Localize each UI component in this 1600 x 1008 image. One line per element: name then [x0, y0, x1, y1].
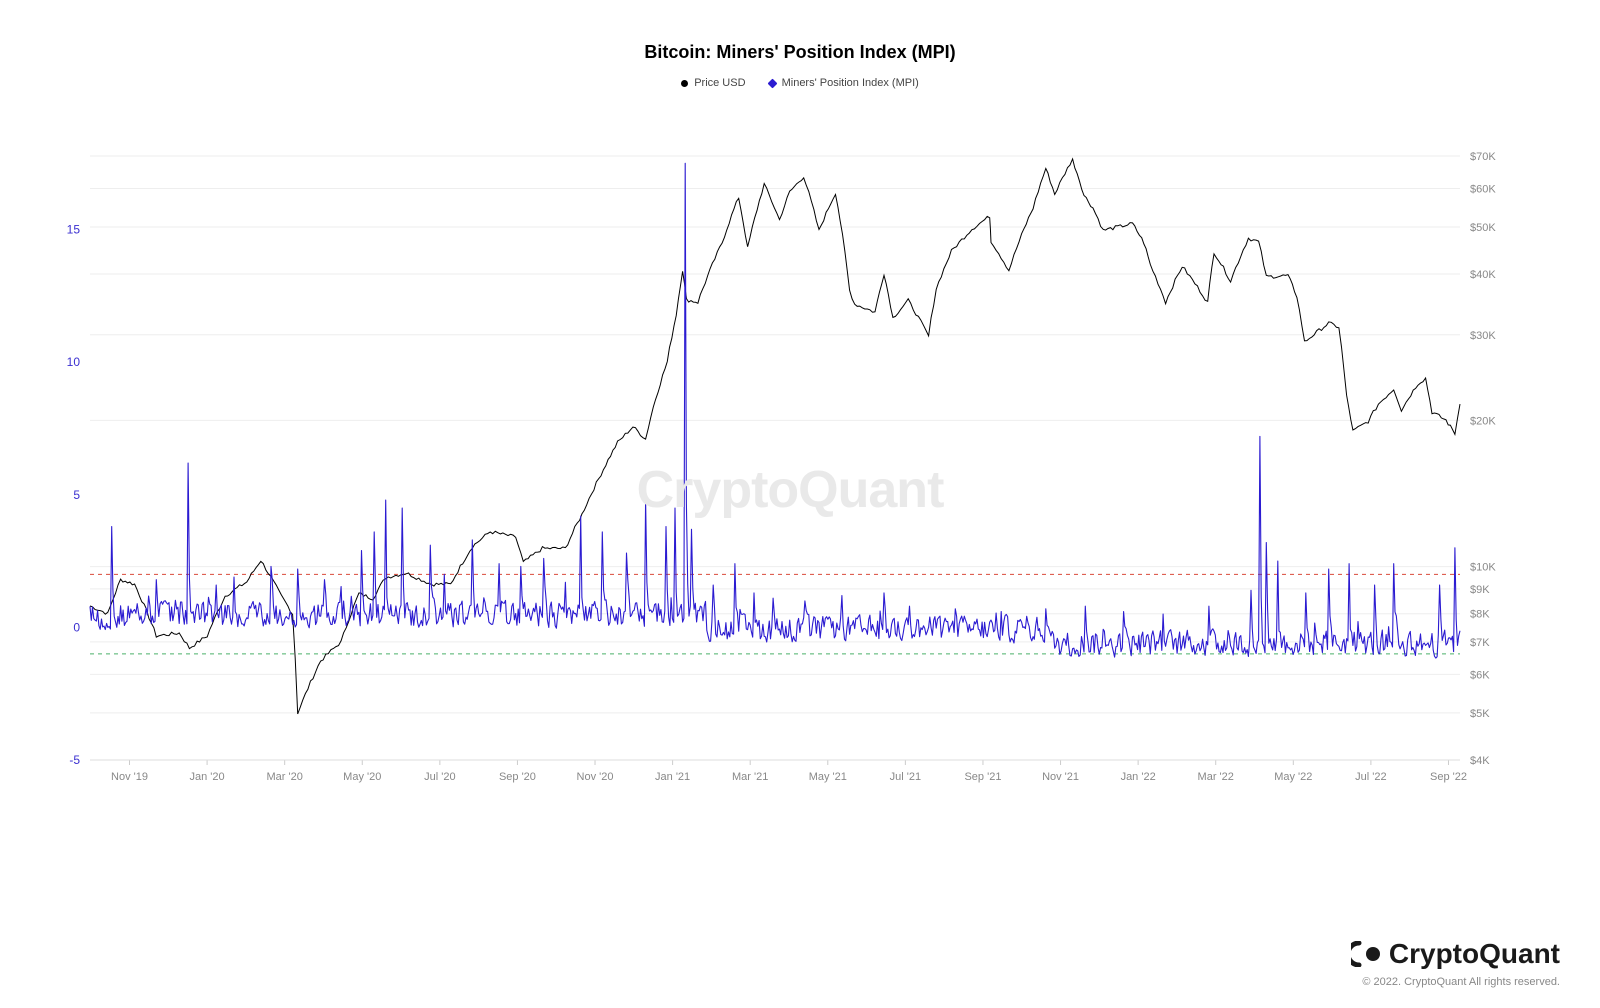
svg-text:$7K: $7K	[1470, 637, 1490, 649]
svg-text:5: 5	[73, 488, 80, 502]
svg-text:Jan '22: Jan '22	[1121, 771, 1156, 783]
legend-label-mpi: Miners' Position Index (MPI)	[782, 77, 919, 89]
svg-text:$8K: $8K	[1470, 609, 1490, 621]
svg-text:$10K: $10K	[1470, 562, 1496, 574]
legend-item-price: Price USD	[681, 77, 745, 89]
svg-text:Sep '21: Sep '21	[964, 771, 1001, 783]
svg-text:Nov '21: Nov '21	[1042, 771, 1079, 783]
svg-text:0: 0	[73, 620, 80, 634]
svg-text:$60K: $60K	[1470, 183, 1496, 195]
svg-text:$30K: $30K	[1470, 330, 1496, 342]
svg-text:$50K: $50K	[1470, 222, 1496, 234]
svg-text:May '20: May '20	[343, 771, 381, 783]
legend-dot-price	[681, 80, 688, 87]
svg-text:$4K: $4K	[1470, 755, 1490, 767]
svg-text:Mar '22: Mar '22	[1198, 771, 1234, 783]
svg-text:Jul '21: Jul '21	[890, 771, 921, 783]
legend-item-mpi: Miners' Position Index (MPI)	[769, 77, 919, 89]
footer: CryptoQuant © 2022. CryptoQuant All righ…	[1351, 938, 1560, 988]
svg-text:Nov '20: Nov '20	[577, 771, 614, 783]
chart-title: Bitcoin: Miners' Position Index (MPI)	[0, 0, 1600, 63]
svg-text:Jul '20: Jul '20	[424, 771, 455, 783]
footer-logo-text: CryptoQuant	[1389, 938, 1560, 970]
svg-text:-5: -5	[69, 753, 80, 767]
svg-text:Sep '22: Sep '22	[1430, 771, 1467, 783]
svg-text:May '21: May '21	[809, 771, 847, 783]
legend-dot-mpi	[767, 78, 777, 88]
legend-label-price: Price USD	[694, 77, 745, 89]
footer-logo: CryptoQuant	[1351, 938, 1560, 970]
svg-text:Mar '21: Mar '21	[732, 771, 768, 783]
footer-copyright: © 2022. CryptoQuant All rights reserved.	[1351, 976, 1560, 988]
svg-text:$40K: $40K	[1470, 269, 1496, 281]
svg-text:$9K: $9K	[1470, 584, 1490, 596]
logo-mark-icon	[1351, 941, 1381, 967]
svg-text:Jan '20: Jan '20	[190, 771, 225, 783]
svg-text:15: 15	[67, 223, 81, 237]
svg-text:Jul '22: Jul '22	[1355, 771, 1386, 783]
svg-text:Sep '20: Sep '20	[499, 771, 536, 783]
svg-text:Jan '21: Jan '21	[655, 771, 690, 783]
svg-text:Nov '19: Nov '19	[111, 771, 148, 783]
svg-text:$70K: $70K	[1470, 151, 1496, 163]
svg-text:May '22: May '22	[1274, 771, 1312, 783]
chart-area: CryptoQuant $4K$5K$6K$7K$8K$9K$10K$20K$3…	[60, 150, 1520, 830]
svg-text:$20K: $20K	[1470, 415, 1496, 427]
chart-svg: $4K $5K $6K $7K $8K $9K $10K $20K $30K $40K $50K $6…	[60, 150, 1520, 830]
svg-text:$6K: $6K	[1470, 669, 1490, 681]
svg-text:Mar '20: Mar '20	[267, 771, 303, 783]
svg-text:$5K: $5K	[1470, 708, 1490, 720]
svg-text:10: 10	[67, 355, 81, 369]
chart-legend: Price USD Miners' Position Index (MPI)	[0, 77, 1600, 90]
